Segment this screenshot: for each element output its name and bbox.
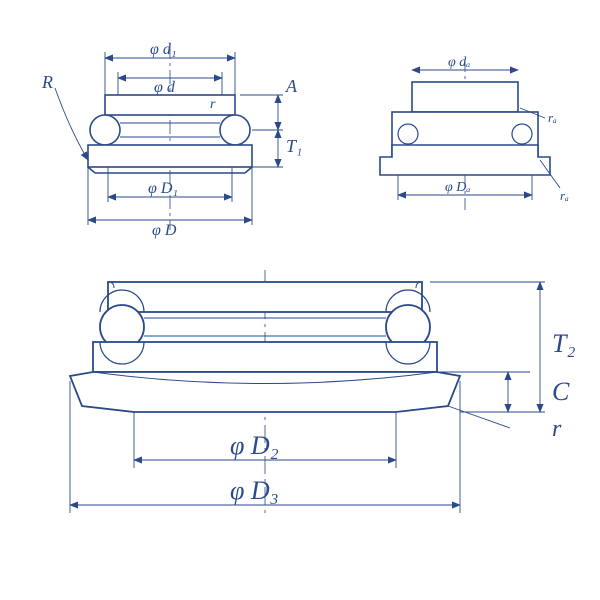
label-C: C [552, 377, 570, 406]
label-phi-da: φ dₐ [448, 55, 470, 70]
label-phi-D3: φ D₃ [230, 476, 279, 505]
label-ra1: rₐ [548, 110, 557, 125]
label-T2: T₂ [552, 329, 576, 358]
view-bottom: T₂ C r φ D₂ φ D₃ [70, 270, 576, 515]
label-T1: T₁ [286, 136, 302, 156]
label-phi-d1: φ d₁ [150, 41, 176, 58]
label-R: R [41, 72, 53, 92]
label-phi-d: φ d [154, 79, 176, 96]
label-ra2: rₐ [560, 188, 569, 203]
label-r-small: r [210, 97, 216, 112]
label-phi-D: φ D [152, 222, 177, 239]
label-phi-Da: φ Dₐ [445, 180, 470, 195]
label-phi-D2: φ D₂ [230, 431, 279, 460]
label-phi-D1: φ D₁ [148, 180, 178, 197]
view-top-left: φ d₁ φ d r A T₁ R φ D₁ φ D [41, 41, 302, 239]
view-top-right: φ dₐ rₐ rₐ φ Dₐ [380, 55, 569, 210]
label-A: A [285, 76, 298, 96]
label-r-large: r [552, 416, 562, 442]
bearing-diagram: φ d₁ φ d r A T₁ R φ D₁ φ D φ dₐ rₐ rₐ [0, 0, 600, 600]
